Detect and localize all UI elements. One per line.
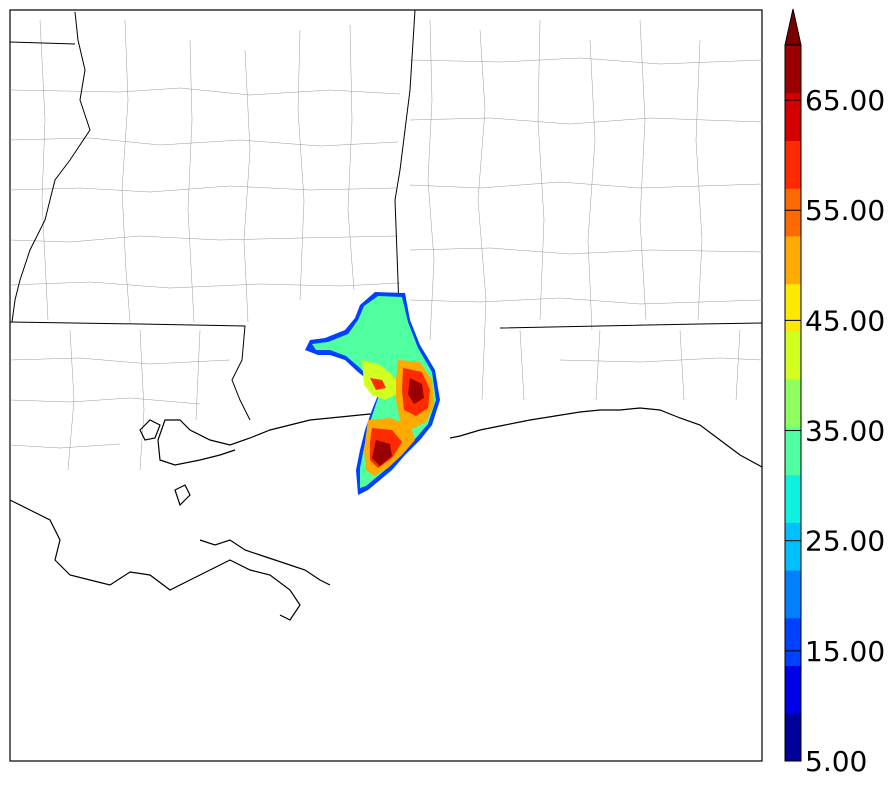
colorbar-segment [785, 140, 801, 189]
colorbar-segment [785, 45, 801, 94]
colorbar-tick-label: 35.00 [805, 415, 885, 448]
colorbar-ticks: 5.00 15.00 25.00 35.00 45.00 55.00 65.00 [785, 84, 885, 778]
colorbar-segment [785, 570, 801, 619]
precip-field [305, 292, 440, 495]
field-core-north [408, 378, 424, 404]
colorbar-segment [785, 713, 801, 762]
colorbar-tick-label: 5.00 [805, 745, 867, 778]
colorbar-segment [785, 617, 801, 667]
colorbar-segment [785, 474, 801, 523]
colorbar-frame [784, 44, 802, 762]
field-hot-west [370, 378, 386, 390]
colorbar-segment [785, 283, 801, 332]
field-core-south [372, 440, 392, 466]
colorbar-segment [785, 379, 801, 428]
map-panel [9, 9, 763, 762]
colorbar-segment [785, 92, 801, 141]
mississippi-river [11, 11, 91, 323]
colorbar-segment [785, 188, 801, 237]
colorbar-segment [785, 665, 801, 714]
county-boundaries [9, 19, 763, 471]
colorbar-tick-label: 25.00 [805, 525, 885, 558]
colorbar-tick-label: 15.00 [805, 635, 885, 668]
colorbar-tick-label: 55.00 [805, 194, 885, 227]
colorbar-tick-label: 65.00 [805, 84, 885, 117]
colorbar-segment [785, 235, 801, 285]
colorbar-segment [785, 522, 801, 571]
colorbar-segments [785, 45, 801, 762]
colorbar-tick-label: 45.00 [805, 304, 885, 337]
coastline [9, 407, 763, 621]
colorbar-segment [785, 426, 801, 476]
colorbar: 5.00 15.00 25.00 35.00 45.00 55.00 65.00 [784, 8, 885, 778]
colorbar-segment [785, 331, 801, 380]
colorbar-extend-arrow [784, 8, 802, 46]
